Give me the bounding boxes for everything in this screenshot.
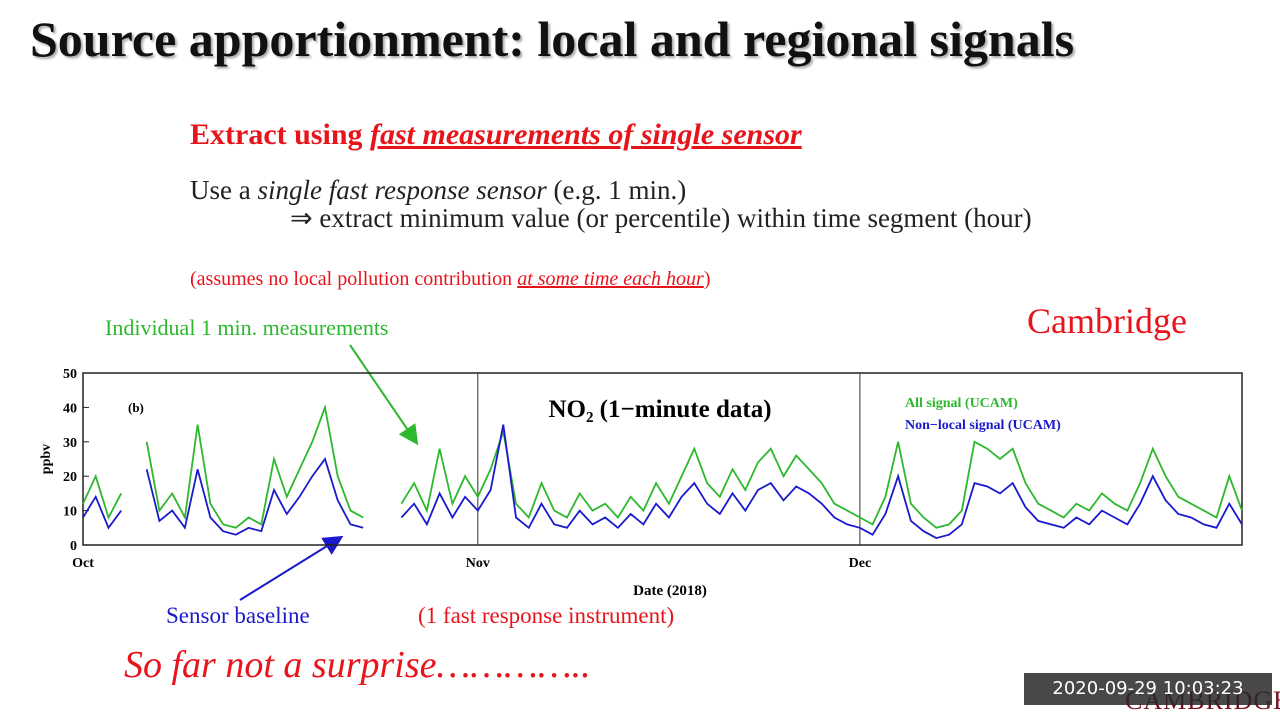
heading-emphasis: fast measurements of single sensor bbox=[370, 118, 802, 151]
slide-title: Source apportionment: local and regional… bbox=[30, 11, 1075, 67]
y-tick-label: 40 bbox=[63, 401, 77, 416]
line2: ⇒ extract minimum value (or percentile) … bbox=[290, 203, 1032, 233]
text: Use a bbox=[190, 175, 258, 205]
x-tick-label: Nov bbox=[466, 556, 490, 571]
heading: Extract using fast measurements of singl… bbox=[190, 118, 802, 152]
panel-label: (b) bbox=[128, 400, 144, 415]
y-tick-label: 0 bbox=[70, 539, 77, 554]
x-tick-label: Dec bbox=[849, 556, 872, 571]
heading-text: Extract using bbox=[190, 118, 370, 151]
timestamp: 2020-09-29 10:03:23 bbox=[1024, 673, 1272, 705]
legend-entry: All signal (UCAM) bbox=[905, 396, 1018, 411]
plot-frame bbox=[82, 372, 1243, 546]
y-tick-label: 30 bbox=[63, 436, 77, 451]
y-tick-label: 20 bbox=[63, 470, 77, 485]
text-italic: at some time each hour bbox=[517, 268, 704, 290]
annotation-green: Individual 1 min. measurements bbox=[105, 315, 389, 340]
text-italic: single fast response sensor bbox=[257, 175, 547, 205]
legend-entry: Non−local signal (UCAM) bbox=[905, 418, 1061, 433]
y-tick-label: 10 bbox=[63, 505, 77, 520]
x-axis-label: Date (2018) bbox=[633, 583, 707, 599]
annotation-instrument: (1 fast response instrument) bbox=[418, 603, 675, 628]
y-axis-label: ppbv bbox=[39, 444, 54, 474]
chart-title: NO₂ (1−minute data) bbox=[548, 396, 771, 423]
y-tick-label: 50 bbox=[63, 367, 77, 382]
annotation-blue: Sensor baseline bbox=[166, 603, 310, 628]
arrow bbox=[239, 535, 344, 601]
arrow bbox=[349, 344, 419, 446]
place-label: Cambridge bbox=[1027, 301, 1187, 341]
text: ) bbox=[703, 268, 711, 290]
note: (assumes no local pollution contribution… bbox=[190, 268, 711, 291]
series-line bbox=[82, 404, 1243, 529]
line1: Use a single fast response sensor (e.g. … bbox=[190, 175, 686, 206]
text: (e.g. 1 min.) bbox=[546, 175, 687, 205]
series-line bbox=[82, 424, 1243, 540]
x-tick-label: Oct bbox=[72, 556, 94, 571]
conclusion: So far not a surprise………….. bbox=[124, 644, 591, 686]
text: (assumes no local pollution contribution bbox=[190, 268, 518, 290]
